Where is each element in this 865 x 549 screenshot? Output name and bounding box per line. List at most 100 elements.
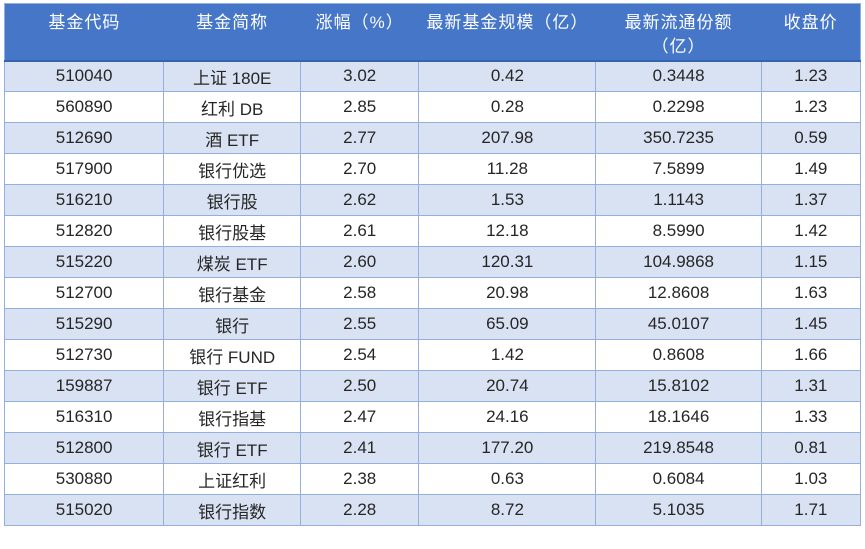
cell-fund-abbr: 银行股 <box>163 184 302 216</box>
cell-close-price: 1.63 <box>760 277 862 309</box>
cell-fund-scale: 24.16 <box>418 401 597 433</box>
cell-fund-scale: 120.31 <box>418 246 597 278</box>
cell-circulating-shares: 350.7235 <box>595 122 762 154</box>
cell-close-price: 1.42 <box>760 215 862 247</box>
cell-fund-abbr: 银行 <box>163 308 302 340</box>
cell-fund-abbr: 上证红利 <box>163 463 302 495</box>
table-row: 159887 银行 ETF 2.50 20.74 15.8102 1.31 <box>3 370 862 402</box>
cell-change-pct: 2.55 <box>300 308 420 340</box>
table-row: 512700 银行基金 2.58 20.98 12.8608 1.63 <box>3 277 862 309</box>
cell-close-price: 1.71 <box>760 494 862 526</box>
column-header-label: 最新基金规模（亿） <box>426 13 589 32</box>
cell-close-price: 1.33 <box>760 401 862 433</box>
cell-change-pct: 2.60 <box>300 246 420 278</box>
cell-fund-code: 516210 <box>3 184 165 216</box>
cell-fund-code: 530880 <box>3 463 165 495</box>
cell-fund-scale: 8.72 <box>418 494 597 526</box>
cell-circulating-shares: 104.9868 <box>595 246 762 278</box>
cell-fund-scale: 0.63 <box>418 463 597 495</box>
cell-close-price: 1.31 <box>760 370 862 402</box>
cell-change-pct: 2.50 <box>300 370 420 402</box>
cell-fund-code: 517900 <box>3 153 165 185</box>
cell-circulating-shares: 7.5899 <box>595 153 762 185</box>
table-body: 510040 上证 180E 3.02 0.42 0.3448 1.23 560890 红利 … <box>3 60 862 526</box>
cell-change-pct: 2.61 <box>300 215 420 247</box>
cell-fund-code: 512700 <box>3 277 165 309</box>
table-row: 560890 红利 DB 2.85 0.28 0.2298 1.23 <box>3 91 862 123</box>
table-row: 512800 银行 ETF 2.41 177.20 219.8548 0.81 <box>3 432 862 464</box>
table-header: 基金代码 基金简称 涨幅（%） 最新基金规模（亿） 最新流通份额 （亿） 收盘价 <box>4 3 861 62</box>
cell-fund-code: 515220 <box>3 246 165 278</box>
cell-change-pct: 2.62 <box>300 184 420 216</box>
cell-fund-scale: 177.20 <box>418 432 597 464</box>
column-header-fund-abbr: 基金简称 <box>163 3 301 62</box>
cell-close-price: 1.03 <box>760 463 862 495</box>
cell-close-price: 1.49 <box>760 153 862 185</box>
cell-fund-scale: 11.28 <box>418 153 597 185</box>
column-header-change-pct: 涨幅（%） <box>300 3 419 62</box>
cell-fund-abbr: 上证 180E <box>163 60 302 92</box>
table-row: 512730 银行 FUND 2.54 1.42 0.8608 1.66 <box>3 339 862 371</box>
cell-close-price: 1.45 <box>760 308 862 340</box>
table-row: 515020 银行指数 2.28 8.72 5.1035 1.71 <box>3 494 862 526</box>
cell-change-pct: 2.58 <box>300 277 420 309</box>
cell-change-pct: 2.38 <box>300 463 420 495</box>
cell-fund-abbr: 煤炭 ETF <box>163 246 302 278</box>
table-row: 516210 银行股 2.62 1.53 1.1143 1.37 <box>3 184 862 216</box>
cell-change-pct: 2.47 <box>300 401 420 433</box>
cell-fund-scale: 12.18 <box>418 215 597 247</box>
cell-close-price: 1.15 <box>760 246 862 278</box>
cell-fund-abbr: 银行 ETF <box>163 370 302 402</box>
cell-close-price: 1.37 <box>760 184 862 216</box>
cell-fund-abbr: 银行 FUND <box>163 339 302 371</box>
cell-fund-code: 159887 <box>3 370 165 402</box>
cell-circulating-shares: 18.1646 <box>595 401 762 433</box>
cell-close-price: 1.23 <box>760 91 862 123</box>
cell-fund-abbr: 银行优选 <box>163 153 302 185</box>
cell-change-pct: 2.70 <box>300 153 420 185</box>
cell-fund-abbr: 酒 ETF <box>163 122 302 154</box>
cell-close-price: 0.59 <box>760 122 862 154</box>
cell-fund-scale: 65.09 <box>418 308 597 340</box>
cell-fund-scale: 207.98 <box>418 122 597 154</box>
cell-change-pct: 2.77 <box>300 122 420 154</box>
cell-fund-scale: 20.74 <box>418 370 597 402</box>
column-header-label: （亿） <box>651 37 706 56</box>
cell-fund-code: 560890 <box>3 91 165 123</box>
column-header-label: 涨幅（%） <box>315 13 404 32</box>
cell-fund-scale: 20.98 <box>418 277 597 309</box>
cell-fund-code: 512690 <box>3 122 165 154</box>
column-header-label: 基金简称 <box>196 13 269 32</box>
cell-circulating-shares: 219.8548 <box>595 432 762 464</box>
column-header-close-price: 收盘价 <box>761 3 861 62</box>
table-row: 530880 上证红利 2.38 0.63 0.6084 1.03 <box>3 463 862 495</box>
cell-circulating-shares: 0.6084 <box>595 463 762 495</box>
column-header-circulating-shares: 最新流通份额 （亿） <box>595 3 762 62</box>
cell-circulating-shares: 12.8608 <box>595 277 762 309</box>
cell-close-price: 1.23 <box>760 60 862 92</box>
fund-table: 基金代码 基金简称 涨幅（%） 最新基金规模（亿） 最新流通份额 （亿） 收盘价 51004… <box>3 3 862 526</box>
cell-fund-scale: 0.28 <box>418 91 597 123</box>
table-row: 517900 银行优选 2.70 11.28 7.5899 1.49 <box>3 153 862 185</box>
table-row: 512820 银行股基 2.61 12.18 8.5990 1.42 <box>3 215 862 247</box>
cell-circulating-shares: 5.1035 <box>595 494 762 526</box>
column-header-label: 最新流通份额 <box>624 13 733 32</box>
cell-fund-scale: 1.42 <box>418 339 597 371</box>
cell-fund-code: 512730 <box>3 339 165 371</box>
cell-circulating-shares: 15.8102 <box>595 370 762 402</box>
cell-change-pct: 2.41 <box>300 432 420 464</box>
table-row: 515290 银行 2.55 65.09 45.0107 1.45 <box>3 308 862 340</box>
cell-fund-code: 515290 <box>3 308 165 340</box>
cell-close-price: 0.81 <box>760 432 862 464</box>
cell-fund-abbr: 银行 ETF <box>163 432 302 464</box>
cell-circulating-shares: 0.8608 <box>595 339 762 371</box>
cell-fund-scale: 1.53 <box>418 184 597 216</box>
table-row: 515220 煤炭 ETF 2.60 120.31 104.9868 1.15 <box>3 246 862 278</box>
cell-fund-code: 512800 <box>3 432 165 464</box>
cell-change-pct: 3.02 <box>300 60 420 92</box>
table-row: 516310 银行指基 2.47 24.16 18.1646 1.33 <box>3 401 862 433</box>
table-row: 510040 上证 180E 3.02 0.42 0.3448 1.23 <box>3 60 862 92</box>
cell-circulating-shares: 0.2298 <box>595 91 762 123</box>
cell-fund-code: 510040 <box>3 60 165 92</box>
cell-fund-abbr: 银行股基 <box>163 215 302 247</box>
